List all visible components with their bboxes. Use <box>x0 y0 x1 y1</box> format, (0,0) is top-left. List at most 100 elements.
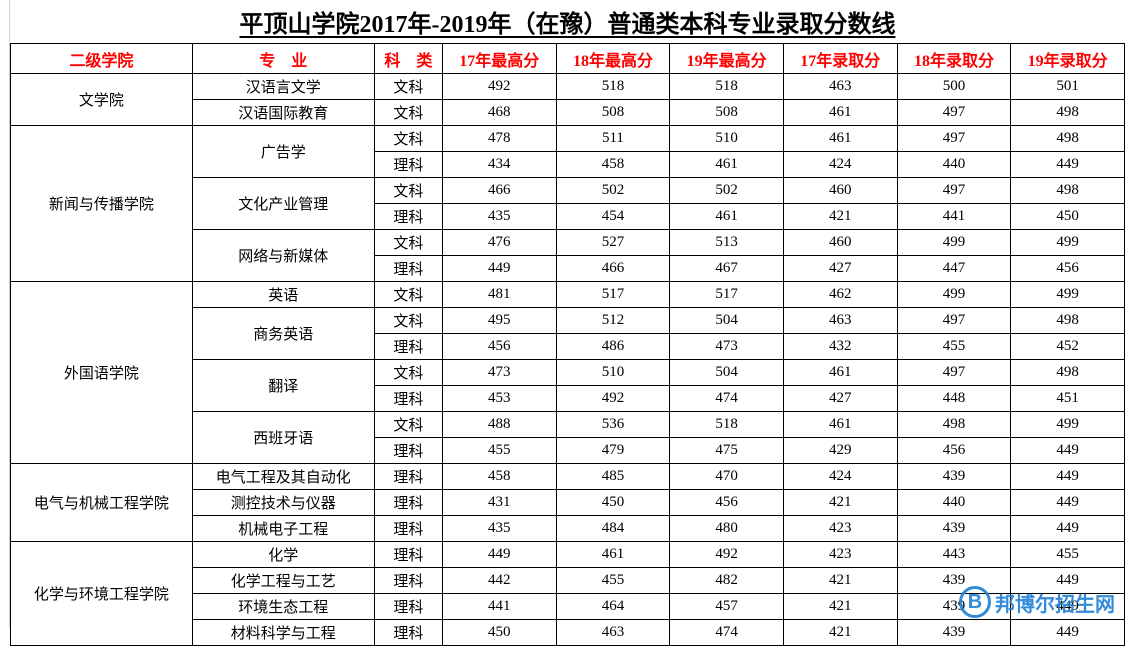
table-cell: 463 <box>783 74 897 100</box>
table-cell: 488 <box>442 412 556 438</box>
table-cell: 441 <box>442 594 556 620</box>
table-cell: 468 <box>442 100 556 126</box>
table-cell: 458 <box>442 464 556 490</box>
table-cell: 464 <box>556 594 670 620</box>
header-max17: 17年最高分 <box>442 44 556 74</box>
table-cell: 478 <box>442 126 556 152</box>
table-cell: 497 <box>897 126 1011 152</box>
table-cell: 网络与新媒体 <box>192 230 374 282</box>
table-cell: 512 <box>556 308 670 334</box>
table-cell: 499 <box>1011 282 1125 308</box>
table-cell: 文科 <box>374 412 442 438</box>
table-cell: 452 <box>1011 334 1125 360</box>
table-cell: 441 <box>897 204 1011 230</box>
table-cell: 450 <box>1011 204 1125 230</box>
table-cell: 498 <box>897 412 1011 438</box>
table-cell: 497 <box>897 360 1011 386</box>
table-cell: 431 <box>442 490 556 516</box>
table-header-row: 二级学院 专 业 科 类 17年最高分 18年最高分 19年最高分 17年录取分… <box>11 44 1125 74</box>
table-cell: 文科 <box>374 360 442 386</box>
table-cell: 476 <box>442 230 556 256</box>
table-cell: 474 <box>670 386 784 412</box>
table-row: 新闻与传播学院广告学文科478511510461497498 <box>11 126 1125 152</box>
table-cell: 499 <box>897 282 1011 308</box>
table-cell: 文科 <box>374 178 442 204</box>
table-cell: 电气工程及其自动化 <box>192 464 374 490</box>
watermark-text: 邦博尔招生网 <box>995 588 1115 617</box>
table-cell: 材料科学与工程 <box>192 620 374 646</box>
table-row: 化学与环境工程学院化学理科449461492423443455 <box>11 542 1125 568</box>
table-cell: 536 <box>556 412 670 438</box>
header-adm18: 18年录取分 <box>897 44 1011 74</box>
table-cell: 环境生态工程 <box>192 594 374 620</box>
table-cell: 447 <box>897 256 1011 282</box>
table-cell: 测控技术与仪器 <box>192 490 374 516</box>
table-cell: 449 <box>442 256 556 282</box>
table-cell: 理科 <box>374 516 442 542</box>
table-cell: 文化产业管理 <box>192 178 374 230</box>
table-cell: 461 <box>556 542 670 568</box>
table-cell: 462 <box>783 282 897 308</box>
table-cell: 450 <box>442 620 556 646</box>
table-cell: 421 <box>783 204 897 230</box>
header-adm17: 17年录取分 <box>783 44 897 74</box>
table-cell: 理科 <box>374 256 442 282</box>
table-cell: 460 <box>783 230 897 256</box>
header-max19: 19年最高分 <box>670 44 784 74</box>
table-cell: 449 <box>1011 464 1125 490</box>
table-row: 外国语学院英语文科481517517462499499 <box>11 282 1125 308</box>
table-cell: 502 <box>670 178 784 204</box>
table-cell: 文科 <box>374 308 442 334</box>
table-cell: 482 <box>670 568 784 594</box>
table-cell: 504 <box>670 308 784 334</box>
table-cell: 467 <box>670 256 784 282</box>
table-row: 文学院汉语言文学文科492518518463500501 <box>11 74 1125 100</box>
table-cell: 435 <box>442 204 556 230</box>
table-cell: 广告学 <box>192 126 374 178</box>
table-cell: 文学院 <box>11 74 193 126</box>
table-cell: 485 <box>556 464 670 490</box>
table-cell: 理科 <box>374 438 442 464</box>
table-cell: 文科 <box>374 126 442 152</box>
table-cell: 理科 <box>374 464 442 490</box>
table-cell: 510 <box>556 360 670 386</box>
table-cell: 499 <box>897 230 1011 256</box>
table-cell: 461 <box>783 412 897 438</box>
table-cell: 西班牙语 <box>192 412 374 464</box>
table-cell: 421 <box>783 594 897 620</box>
table-cell: 497 <box>897 100 1011 126</box>
table-cell: 518 <box>670 412 784 438</box>
table-cell: 458 <box>556 152 670 178</box>
table-cell: 461 <box>783 100 897 126</box>
table-cell: 492 <box>442 74 556 100</box>
table-cell: 498 <box>1011 100 1125 126</box>
table-cell: 510 <box>670 126 784 152</box>
table-cell: 463 <box>556 620 670 646</box>
table-cell: 461 <box>783 360 897 386</box>
table-cell: 440 <box>897 152 1011 178</box>
table-cell: 499 <box>1011 412 1125 438</box>
table-cell: 513 <box>670 230 784 256</box>
table-cell: 501 <box>1011 74 1125 100</box>
table-cell: 424 <box>783 464 897 490</box>
table-cell: 421 <box>783 568 897 594</box>
table-cell: 理科 <box>374 594 442 620</box>
table-cell: 470 <box>670 464 784 490</box>
table-cell: 508 <box>670 100 784 126</box>
table-cell: 汉语言文学 <box>192 74 374 100</box>
table-cell: 432 <box>783 334 897 360</box>
table-cell: 455 <box>1011 542 1125 568</box>
table-cell: 455 <box>897 334 1011 360</box>
watermark-logo-icon: B <box>959 586 991 618</box>
table-cell: 460 <box>783 178 897 204</box>
table-cell: 421 <box>783 620 897 646</box>
table-cell: 481 <box>442 282 556 308</box>
table-cell: 499 <box>1011 230 1125 256</box>
table-cell: 翻译 <box>192 360 374 412</box>
table-cell: 518 <box>670 74 784 100</box>
table-cell: 449 <box>442 542 556 568</box>
table-cell: 497 <box>897 178 1011 204</box>
table-row: 电气与机械工程学院电气工程及其自动化理科458485470424439449 <box>11 464 1125 490</box>
table-cell: 439 <box>897 464 1011 490</box>
table-cell: 480 <box>670 516 784 542</box>
